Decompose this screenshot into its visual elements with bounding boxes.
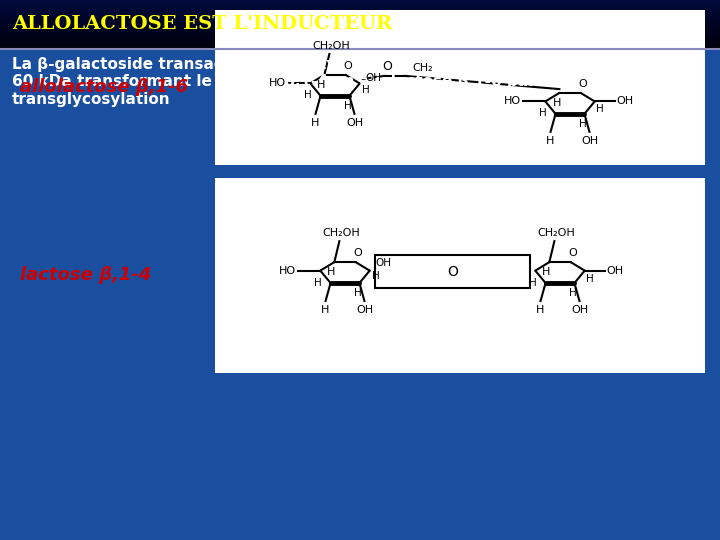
Polygon shape (0, 8, 720, 9)
Polygon shape (0, 31, 720, 32)
Text: ALLOLACTOSE EST L'INDUCTEUR: ALLOLACTOSE EST L'INDUCTEUR (12, 15, 392, 33)
Text: 60 kDa transformant le lactose β,1-4 en allolactose β,1-6 par: 60 kDa transformant le lactose β,1-4 en … (12, 74, 536, 89)
Text: HO: HO (269, 78, 287, 89)
Text: O: O (447, 265, 458, 279)
Polygon shape (0, 28, 720, 29)
Polygon shape (0, 32, 720, 33)
Text: H: H (529, 278, 537, 288)
Polygon shape (0, 4, 720, 5)
Text: CH₂: CH₂ (413, 63, 433, 73)
Polygon shape (0, 20, 720, 21)
Polygon shape (0, 15, 720, 16)
Polygon shape (0, 43, 720, 44)
Polygon shape (0, 14, 720, 15)
Text: OH: OH (581, 136, 598, 146)
Bar (215, 178, 705, 373)
Text: H: H (596, 104, 603, 114)
Text: H: H (553, 98, 562, 108)
Polygon shape (0, 42, 720, 43)
Polygon shape (0, 30, 720, 31)
Polygon shape (0, 21, 720, 22)
Polygon shape (0, 9, 720, 10)
Polygon shape (0, 23, 720, 24)
Text: OH: OH (356, 305, 373, 315)
Text: H: H (315, 278, 322, 288)
Polygon shape (0, 18, 720, 19)
Polygon shape (0, 27, 720, 28)
Text: H: H (311, 118, 320, 128)
Polygon shape (0, 2, 720, 3)
Polygon shape (0, 39, 720, 40)
Text: OH: OH (346, 118, 363, 128)
Text: La β-galactoside transacétylase, enzyme de masse moléculaire: La β-galactoside transacétylase, enzyme … (12, 56, 554, 72)
Polygon shape (0, 40, 720, 41)
Polygon shape (0, 6, 720, 8)
Text: HO: HO (279, 266, 297, 275)
Text: H: H (327, 267, 336, 277)
Text: O: O (354, 248, 362, 258)
Bar (374, 255, 531, 288)
Polygon shape (0, 44, 720, 45)
Polygon shape (0, 17, 720, 18)
Text: OH: OH (571, 305, 588, 315)
Polygon shape (0, 16, 720, 17)
Polygon shape (0, 26, 720, 27)
Polygon shape (0, 22, 720, 23)
Text: H: H (586, 274, 593, 284)
Text: H: H (539, 109, 547, 118)
Polygon shape (0, 46, 720, 47)
Polygon shape (0, 19, 720, 20)
Text: H: H (569, 288, 576, 298)
Text: HO: HO (504, 97, 521, 106)
Text: H: H (372, 271, 379, 281)
Text: O: O (578, 79, 587, 89)
Text: O: O (382, 60, 392, 73)
Text: lactose β,1-4: lactose β,1-4 (20, 266, 151, 284)
Text: CH₂OH: CH₂OH (323, 228, 360, 238)
Polygon shape (0, 24, 720, 25)
Polygon shape (0, 37, 720, 38)
Text: H: H (343, 101, 351, 111)
Polygon shape (0, 12, 720, 14)
Polygon shape (0, 38, 720, 39)
Polygon shape (0, 0, 720, 1)
Polygon shape (0, 33, 720, 35)
Polygon shape (0, 10, 720, 11)
Text: CH₂OH: CH₂OH (538, 228, 575, 238)
Text: allolactose β,1-6: allolactose β,1-6 (20, 78, 188, 96)
Polygon shape (0, 5, 720, 6)
Text: H: H (321, 305, 330, 315)
Text: H: H (536, 305, 545, 315)
Text: OH: OH (617, 97, 634, 106)
Text: H: H (542, 267, 551, 277)
Text: H: H (362, 85, 369, 96)
Text: H: H (318, 80, 325, 90)
Text: H: H (546, 136, 554, 146)
Polygon shape (0, 35, 720, 36)
Polygon shape (0, 36, 720, 37)
Polygon shape (0, 45, 720, 46)
Text: CH₂OH: CH₂OH (312, 41, 350, 51)
Bar (215, 10, 705, 165)
Polygon shape (0, 47, 720, 48)
Text: OH: OH (607, 266, 624, 275)
Text: O: O (343, 61, 352, 71)
Polygon shape (0, 11, 720, 12)
Text: O: O (568, 248, 577, 258)
Text: OH: OH (366, 73, 382, 84)
Polygon shape (0, 1, 720, 2)
Polygon shape (0, 29, 720, 30)
Text: H: H (354, 288, 361, 298)
Text: H: H (579, 119, 586, 129)
Polygon shape (0, 41, 720, 42)
Text: transglycosylation: transglycosylation (12, 92, 171, 107)
Text: OH: OH (376, 258, 392, 268)
Polygon shape (0, 25, 720, 26)
Polygon shape (0, 3, 720, 4)
Text: H: H (305, 90, 312, 100)
